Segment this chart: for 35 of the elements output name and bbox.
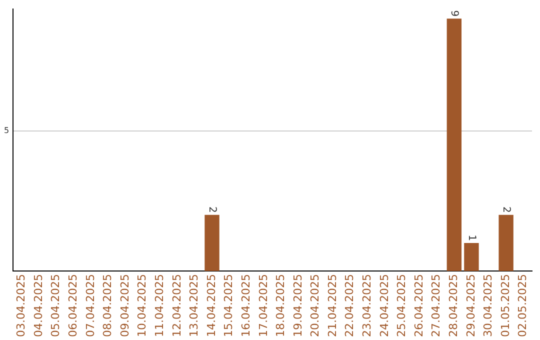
x-tick-label: 24.04.2025 (378, 274, 391, 338)
x-tick-label: 29.04.2025 (464, 274, 478, 338)
x-tick-label: 30.04.2025 (482, 274, 495, 338)
y-tick-label: 5 (4, 126, 10, 135)
data-label: 2 (206, 206, 218, 213)
x-tick-label: 14.04.2025 (204, 274, 218, 338)
x-tick-label: 21.04.2025 (326, 274, 339, 338)
x-tick-label: 11.04.2025 (152, 274, 166, 338)
x-tick-label: 15.04.2025 (222, 274, 236, 338)
x-tick-label: 25.04.2025 (395, 274, 408, 338)
data-label: 2 (500, 206, 512, 213)
x-tick-label: 01.05.2025 (498, 274, 512, 338)
x-tick-label: 16.04.2025 (239, 274, 252, 338)
x-tick-label: 10.04.2025 (136, 274, 149, 338)
x-tick-label: 12.04.2025 (170, 274, 184, 338)
x-tick-label: 07.04.2025 (84, 274, 97, 338)
data-label: 1 (466, 234, 477, 241)
x-tick-label: 06.04.2025 (66, 274, 80, 338)
data-label: 9 (448, 10, 460, 17)
x-tick-label: 09.04.2025 (118, 274, 132, 338)
x-tick-label: 22.04.2025 (343, 274, 356, 338)
x-tick-label: 18.04.2025 (274, 274, 288, 338)
x-tick-label: 08.04.2025 (101, 274, 114, 338)
x-tick-label: 27.04.2025 (430, 274, 443, 338)
x-tick-label: 23.04.2025 (360, 274, 374, 338)
x-tick-label: 04.04.2025 (32, 274, 45, 338)
x-tick-label: 05.04.2025 (49, 274, 62, 338)
x-tick-label: 20.04.2025 (308, 274, 322, 338)
x-tick-label: 13.04.2025 (188, 274, 201, 338)
x-tick-label: 17.04.2025 (256, 274, 270, 338)
x-tick-label: 02.05.2025 (516, 274, 530, 338)
x-tick-label: 28.04.2025 (447, 274, 460, 338)
x-tick-label: 26.04.2025 (412, 274, 426, 338)
x-tick-label: 19.04.2025 (291, 274, 304, 338)
x-tick-label: 03.04.2025 (14, 274, 28, 338)
